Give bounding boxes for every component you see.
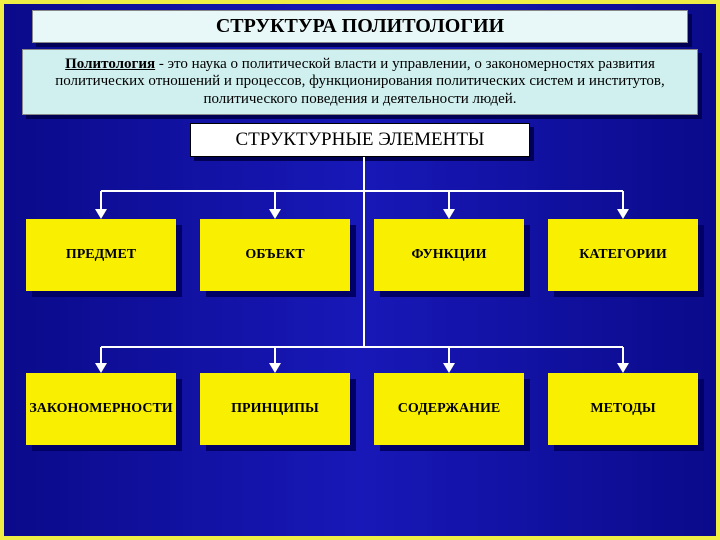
node-r2-0: ЗАКОНОМЕРНОСТИ [26,373,176,445]
node-r1-2: ФУНКЦИИ [374,219,524,291]
node-label: ЗАКОНОМЕРНОСТИ [26,373,176,445]
subheader: СТРУКТУРНЫЕ ЭЛЕМЕНТЫ [190,123,530,157]
node-label: ПРЕДМЕТ [26,219,176,291]
connector-lines [4,157,720,517]
definition-term: Политология [65,56,155,72]
main-title: СТРУКТУРА ПОЛИТОЛОГИИ [32,10,688,43]
node-r1-1: ОБЪЕКТ [200,219,350,291]
node-r1-0: ПРЕДМЕТ [26,219,176,291]
node-label: ПРИНЦИПЫ [200,373,350,445]
node-r1-3: КАТЕГОРИИ [548,219,698,291]
node-label: ФУНКЦИИ [374,219,524,291]
node-r2-1: ПРИНЦИПЫ [200,373,350,445]
node-r2-3: МЕТОДЫ [548,373,698,445]
node-r2-2: СОДЕРЖАНИЕ [374,373,524,445]
definition-box: Политология - это наука о политической в… [22,49,698,115]
node-label: КАТЕГОРИИ [548,219,698,291]
node-label: МЕТОДЫ [548,373,698,445]
node-label: СОДЕРЖАНИЕ [374,373,524,445]
node-label: ОБЪЕКТ [200,219,350,291]
diagram-area: ПРЕДМЕТ ОБЪЕКТ ФУНКЦИИ КАТЕГОРИИ ЗАКОНОМЕРНО… [4,157,716,517]
